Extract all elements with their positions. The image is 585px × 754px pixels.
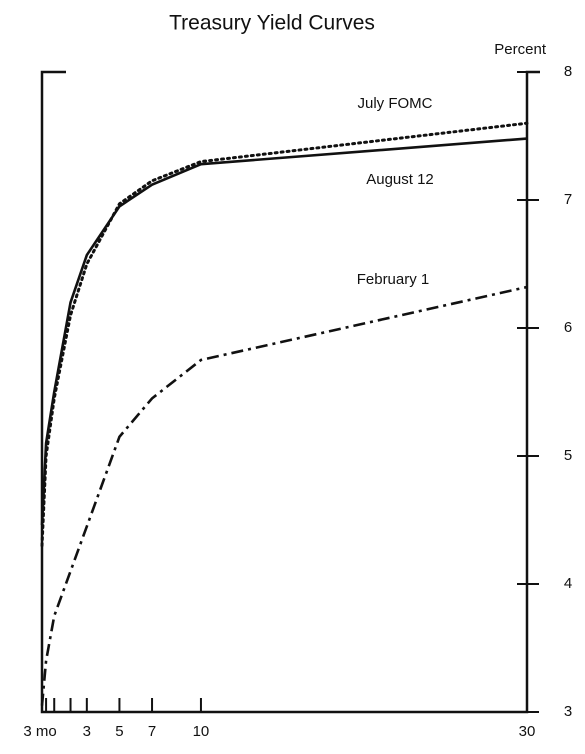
y-tick-label: 3 bbox=[564, 703, 572, 720]
x-tick-label: 10 bbox=[193, 723, 210, 740]
series-label: July FOMC bbox=[358, 95, 433, 112]
x-tick-label: 7 bbox=[148, 723, 156, 740]
series-label: February 1 bbox=[357, 271, 430, 288]
chart-title: Treasury Yield Curves bbox=[169, 12, 375, 35]
x-tick-label: 3 bbox=[83, 723, 91, 740]
y-tick-label: 8 bbox=[564, 63, 572, 80]
y-tick-label: 5 bbox=[564, 447, 572, 464]
x-tick-label: 30 bbox=[519, 723, 536, 740]
yield-curve bbox=[40, 121, 529, 548]
x-tick-label: 3 mo bbox=[23, 723, 56, 740]
y-tick-label: 6 bbox=[564, 319, 572, 336]
yield-curve bbox=[40, 137, 528, 526]
y-tick-label: 4 bbox=[564, 575, 572, 592]
x-tick-label: 5 bbox=[115, 723, 123, 740]
plot-frame bbox=[40, 70, 540, 714]
y-tick-label: 7 bbox=[564, 191, 572, 208]
y-axis-label: Percent bbox=[494, 41, 547, 58]
yield-curve bbox=[40, 285, 528, 706]
series-label: August 12 bbox=[366, 171, 434, 188]
